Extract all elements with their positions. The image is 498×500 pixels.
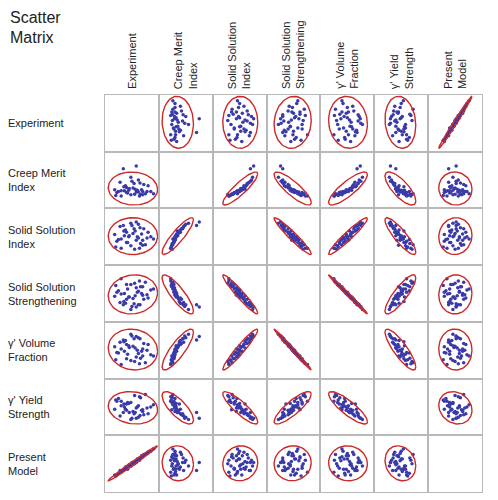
svg-text:Creep MeritIndex: Creep MeritIndex xyxy=(8,167,65,193)
svg-text:Solid SolutionStrengthening: Solid SolutionStrengthening xyxy=(280,21,306,90)
svg-text:Solid SolutionIndex: Solid SolutionIndex xyxy=(8,224,75,250)
svg-text:γ' VolumeFraction: γ' VolumeFraction xyxy=(8,337,55,363)
svg-text:PresentModel: PresentModel xyxy=(442,51,468,89)
svg-text:Experiment: Experiment xyxy=(126,33,138,89)
svg-text:Solid SolutionStrengthening: Solid SolutionStrengthening xyxy=(8,281,77,307)
svg-text:Experiment: Experiment xyxy=(8,117,64,129)
svg-text:Creep MeritIndex: Creep MeritIndex xyxy=(172,32,198,89)
svg-text:PresentModel: PresentModel xyxy=(8,451,46,477)
svg-text:γ' VolumeFraction: γ' VolumeFraction xyxy=(334,41,360,88)
svg-text:ScatterMatrix: ScatterMatrix xyxy=(10,9,61,47)
svg-text:γ' YieldStrength: γ' YieldStrength xyxy=(8,394,50,420)
svg-text:γ' YieldStrength: γ' YieldStrength xyxy=(388,48,414,90)
svg-text:Solid SolutionIndex: Solid SolutionIndex xyxy=(226,22,252,89)
